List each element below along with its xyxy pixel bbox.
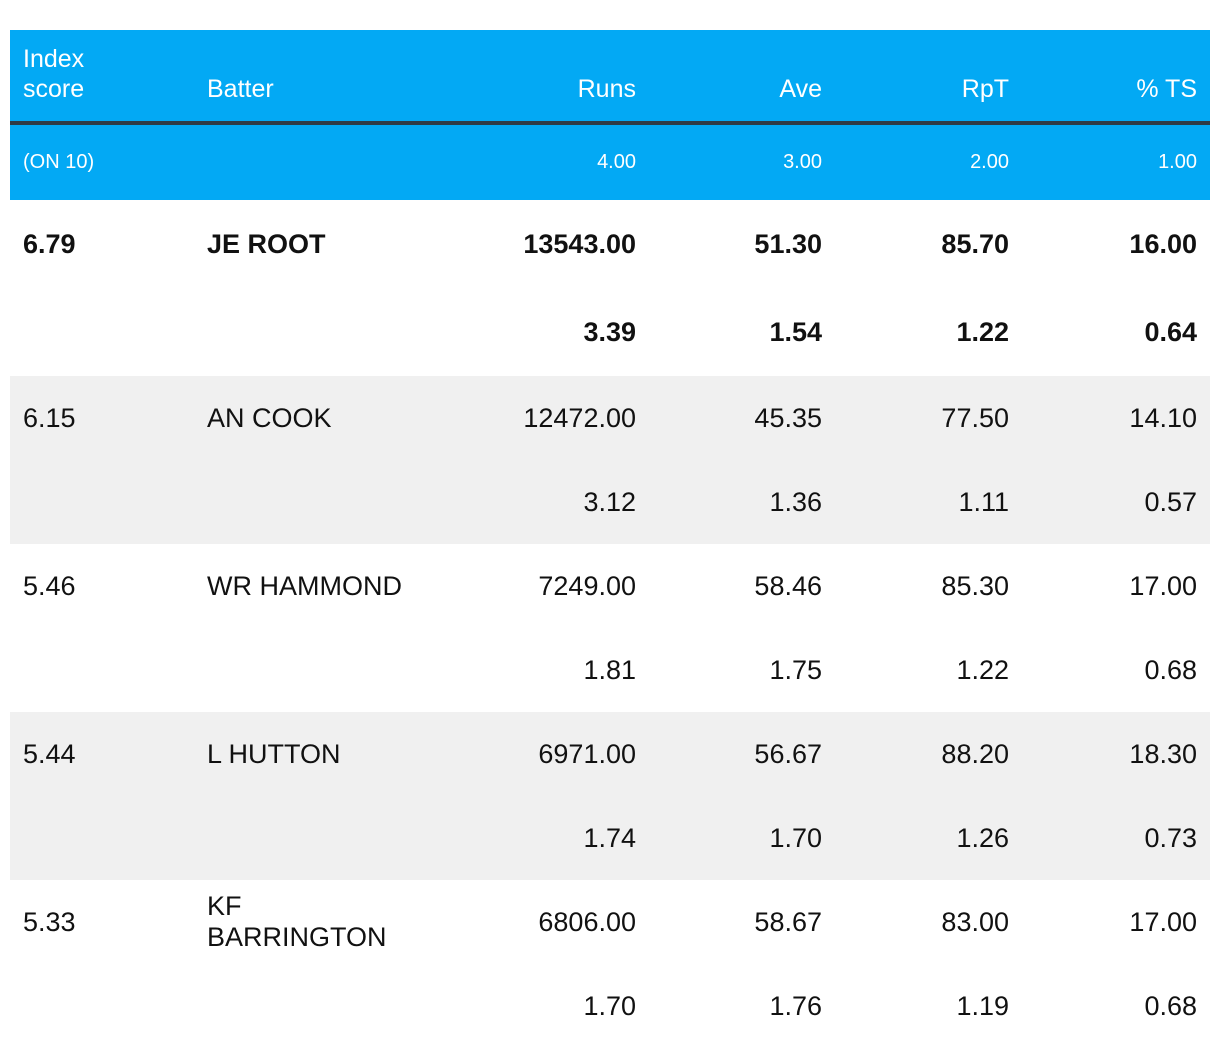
table-row: 6.79 JE ROOT 13543.00 51.30 85.70 16.00	[10, 200, 1210, 288]
rpt-cell: 88.20	[835, 712, 1022, 796]
weight-ave: 3.00	[649, 123, 835, 200]
rpt-score-cell: 1.19	[835, 964, 1022, 1048]
runs-score-cell: 1.74	[434, 796, 649, 880]
ave-score-cell: 1.75	[649, 628, 835, 712]
empty-cell	[194, 964, 434, 1048]
header-index-score: Index score	[10, 30, 194, 125]
batting-index-table: Index score Batter Runs Ave RpT % TS (ON…	[10, 30, 1210, 1048]
ave-cell: 58.67	[649, 880, 835, 964]
index-score-cell: 5.33	[10, 880, 194, 964]
runs-cell: 12472.00	[434, 376, 649, 460]
ave-score-cell: 1.76	[649, 964, 835, 1048]
runs-cell: 7249.00	[434, 544, 649, 628]
ts-score-cell: 0.68	[1022, 964, 1210, 1048]
rpt-cell: 85.30	[835, 544, 1022, 628]
ave-cell: 45.35	[649, 376, 835, 460]
runs-score-cell: 3.12	[434, 460, 649, 544]
table-row-scores: 3.12 1.36 1.11 0.57	[10, 460, 1210, 544]
table-row-scores: 1.81 1.75 1.22 0.68	[10, 628, 1210, 712]
empty-cell	[194, 796, 434, 880]
ts-score-cell: 0.64	[1022, 288, 1210, 376]
table-header: Index score Batter Runs Ave RpT % TS (ON…	[10, 30, 1210, 200]
weights-label: (ON 10)	[10, 123, 194, 200]
rpt-score-cell: 1.22	[835, 628, 1022, 712]
ts-cell: 18.30	[1022, 712, 1210, 796]
runs-score-cell: 1.81	[434, 628, 649, 712]
rpt-score-cell: 1.26	[835, 796, 1022, 880]
ts-cell: 14.10	[1022, 376, 1210, 460]
empty-cell	[194, 628, 434, 712]
index-score-cell: 6.79	[10, 200, 194, 288]
runs-cell: 6971.00	[434, 712, 649, 796]
rpt-cell: 83.00	[835, 880, 1022, 964]
ts-score-cell: 0.68	[1022, 628, 1210, 712]
weights-batter-empty	[194, 123, 434, 200]
batter-name-cell: L HUTTON	[194, 712, 434, 796]
table-row: 5.46 WR HAMMOND 7249.00 58.46 85.30 17.0…	[10, 544, 1210, 628]
weight-ts: 1.00	[1022, 123, 1210, 200]
index-score-cell: 5.46	[10, 544, 194, 628]
empty-cell	[10, 796, 194, 880]
empty-cell	[194, 460, 434, 544]
ave-cell: 56.67	[649, 712, 835, 796]
header-row: Index score Batter Runs Ave RpT % TS	[10, 30, 1210, 125]
weight-rpt: 2.00	[835, 123, 1022, 200]
batter-name-cell: AN COOK	[194, 376, 434, 460]
ave-score-cell: 1.36	[649, 460, 835, 544]
weights-row: (ON 10) 4.00 3.00 2.00 1.00	[10, 123, 1210, 200]
batter-name-cell: JE ROOT	[194, 200, 434, 288]
ave-cell: 51.30	[649, 200, 835, 288]
rpt-cell: 77.50	[835, 376, 1022, 460]
header-ts: % TS	[1022, 30, 1210, 125]
rpt-cell: 85.70	[835, 200, 1022, 288]
ave-cell: 58.46	[649, 544, 835, 628]
header-runs: Runs	[434, 30, 649, 125]
runs-score-cell: 3.39	[434, 288, 649, 376]
runs-cell: 6806.00	[434, 880, 649, 964]
ts-cell: 16.00	[1022, 200, 1210, 288]
ts-score-cell: 0.57	[1022, 460, 1210, 544]
rpt-score-cell: 1.22	[835, 288, 1022, 376]
empty-cell	[194, 288, 434, 376]
empty-cell	[10, 964, 194, 1048]
batting-index-table-container: Index score Batter Runs Ave RpT % TS (ON…	[10, 30, 1210, 1048]
table-row-scores: 1.74 1.70 1.26 0.73	[10, 796, 1210, 880]
ave-score-cell: 1.54	[649, 288, 835, 376]
index-score-cell: 5.44	[10, 712, 194, 796]
empty-cell	[10, 460, 194, 544]
table-row: 6.15 AN COOK 12472.00 45.35 77.50 14.10	[10, 376, 1210, 460]
header-ave: Ave	[649, 30, 835, 125]
table-row-scores: 3.39 1.54 1.22 0.64	[10, 288, 1210, 376]
header-index-score-label: Index score	[23, 45, 85, 103]
index-score-cell: 6.15	[10, 376, 194, 460]
batter-name-cell: KF BARRINGTON	[194, 880, 434, 964]
runs-cell: 13543.00	[434, 200, 649, 288]
table-row: 5.33 KF BARRINGTON 6806.00 58.67 83.00 1…	[10, 880, 1210, 964]
weight-runs: 4.00	[434, 123, 649, 200]
empty-cell	[10, 628, 194, 712]
table-body: 6.79 JE ROOT 13543.00 51.30 85.70 16.00 …	[10, 200, 1210, 1048]
empty-cell	[10, 288, 194, 376]
header-rpt: RpT	[835, 30, 1022, 125]
batter-name-cell: WR HAMMOND	[194, 544, 434, 628]
table-row: 5.44 L HUTTON 6971.00 56.67 88.20 18.30	[10, 712, 1210, 796]
table-row-scores: 1.70 1.76 1.19 0.68	[10, 964, 1210, 1048]
header-batter: Batter	[194, 30, 434, 125]
ave-score-cell: 1.70	[649, 796, 835, 880]
ts-cell: 17.00	[1022, 880, 1210, 964]
runs-score-cell: 1.70	[434, 964, 649, 1048]
rpt-score-cell: 1.11	[835, 460, 1022, 544]
ts-cell: 17.00	[1022, 544, 1210, 628]
ts-score-cell: 0.73	[1022, 796, 1210, 880]
